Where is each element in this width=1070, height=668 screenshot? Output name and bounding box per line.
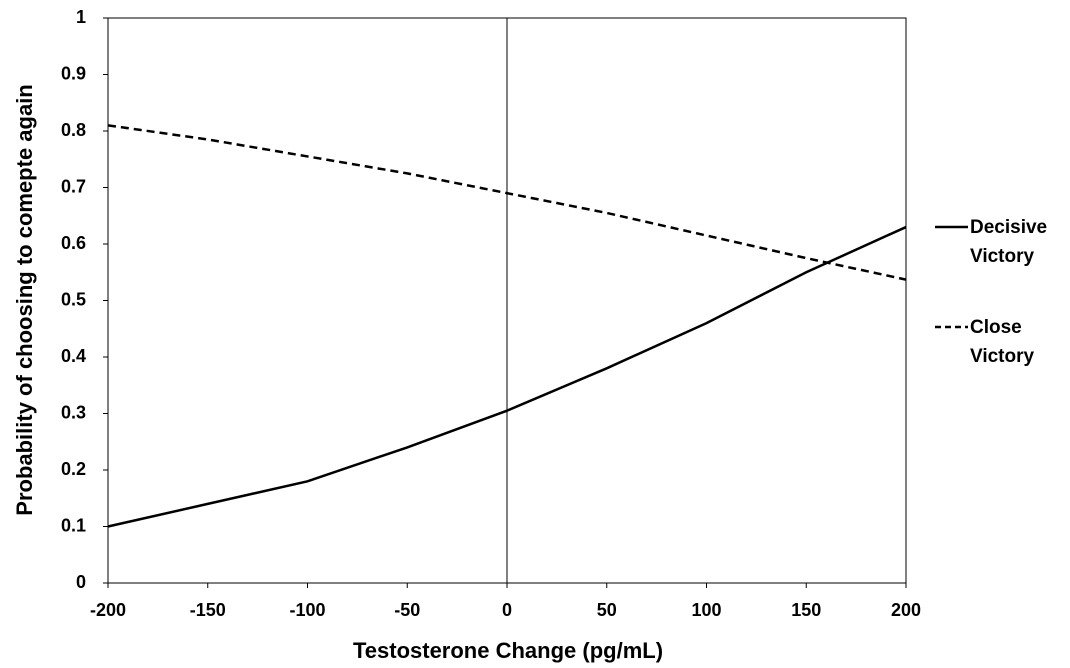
x-tick-label: -100 xyxy=(289,600,325,620)
y-tick-label: 0.7 xyxy=(61,176,86,196)
y-tick-label: 0.3 xyxy=(61,402,86,422)
y-axis-label: Probability of choosing to comepte again xyxy=(12,84,37,515)
y-tick-label: 0 xyxy=(76,572,86,592)
legend-label: Decisive Victory xyxy=(970,217,1048,267)
legend-label: Close Victory xyxy=(970,317,1035,367)
x-tick-label: -50 xyxy=(394,600,420,620)
y-tick-label: 0.1 xyxy=(61,515,86,535)
x-tick-label: 0 xyxy=(502,600,512,620)
series-line xyxy=(107,225,907,528)
series-line xyxy=(107,124,907,281)
y-tick-label: 0.6 xyxy=(61,233,86,253)
y-tick-label: 0.2 xyxy=(61,459,86,479)
x-axis-label: Testosterone Change (pg/mL) xyxy=(353,638,663,663)
y-tick-label: 1 xyxy=(76,7,86,27)
y-tick-label: 0.8 xyxy=(61,120,86,140)
x-tick-label: 150 xyxy=(791,600,821,620)
x-tick-label: -200 xyxy=(90,600,126,620)
y-tick-label: 0.4 xyxy=(61,346,86,366)
x-tick-label: 100 xyxy=(691,600,721,620)
x-tick-label: 50 xyxy=(597,600,617,620)
y-tick-label: 0.9 xyxy=(61,63,86,83)
x-tick-label: 200 xyxy=(891,600,921,620)
y-tick-label: 0.5 xyxy=(61,289,86,309)
x-tick-label: -150 xyxy=(190,600,226,620)
